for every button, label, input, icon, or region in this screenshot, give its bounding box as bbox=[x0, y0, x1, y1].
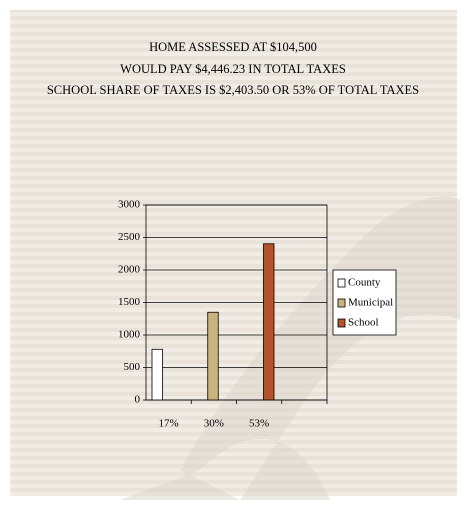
bar bbox=[152, 349, 163, 400]
x-tick-label: 30% bbox=[204, 418, 224, 430]
chart-title: SCHOOL SHARE OF TAXES IS $2,403.50 OR 53… bbox=[47, 83, 419, 97]
y-tick-label: 500 bbox=[124, 361, 141, 373]
y-tick-label: 2500 bbox=[118, 231, 141, 243]
bar bbox=[264, 244, 275, 400]
y-tick-label: 2000 bbox=[118, 264, 141, 276]
legend-label: School bbox=[348, 317, 379, 329]
legend-swatch bbox=[338, 299, 345, 307]
legend-label: Municipal bbox=[348, 297, 393, 309]
legend-swatch bbox=[338, 279, 345, 287]
y-tick-label: 1000 bbox=[118, 329, 141, 341]
page: {"chart_data": {"type": "bar", "title": … bbox=[0, 0, 467, 506]
x-tick-label: 17% bbox=[159, 418, 179, 430]
legend-label: County bbox=[348, 277, 381, 289]
chart-title: WOULD PAY $4,446.23 IN TOTAL TAXES bbox=[120, 62, 346, 76]
y-tick-label: 3000 bbox=[118, 199, 141, 211]
bar bbox=[208, 312, 219, 400]
chart: HOME ASSESSED AT $104,500 WOULD PAY $4,4… bbox=[0, 0, 467, 506]
y-tick-label: 0 bbox=[135, 394, 141, 406]
chart-title: HOME ASSESSED AT $104,500 bbox=[149, 40, 317, 54]
y-tick-label: 1500 bbox=[118, 296, 141, 308]
legend-swatch bbox=[338, 319, 345, 327]
x-tick-label: 53% bbox=[249, 418, 269, 430]
